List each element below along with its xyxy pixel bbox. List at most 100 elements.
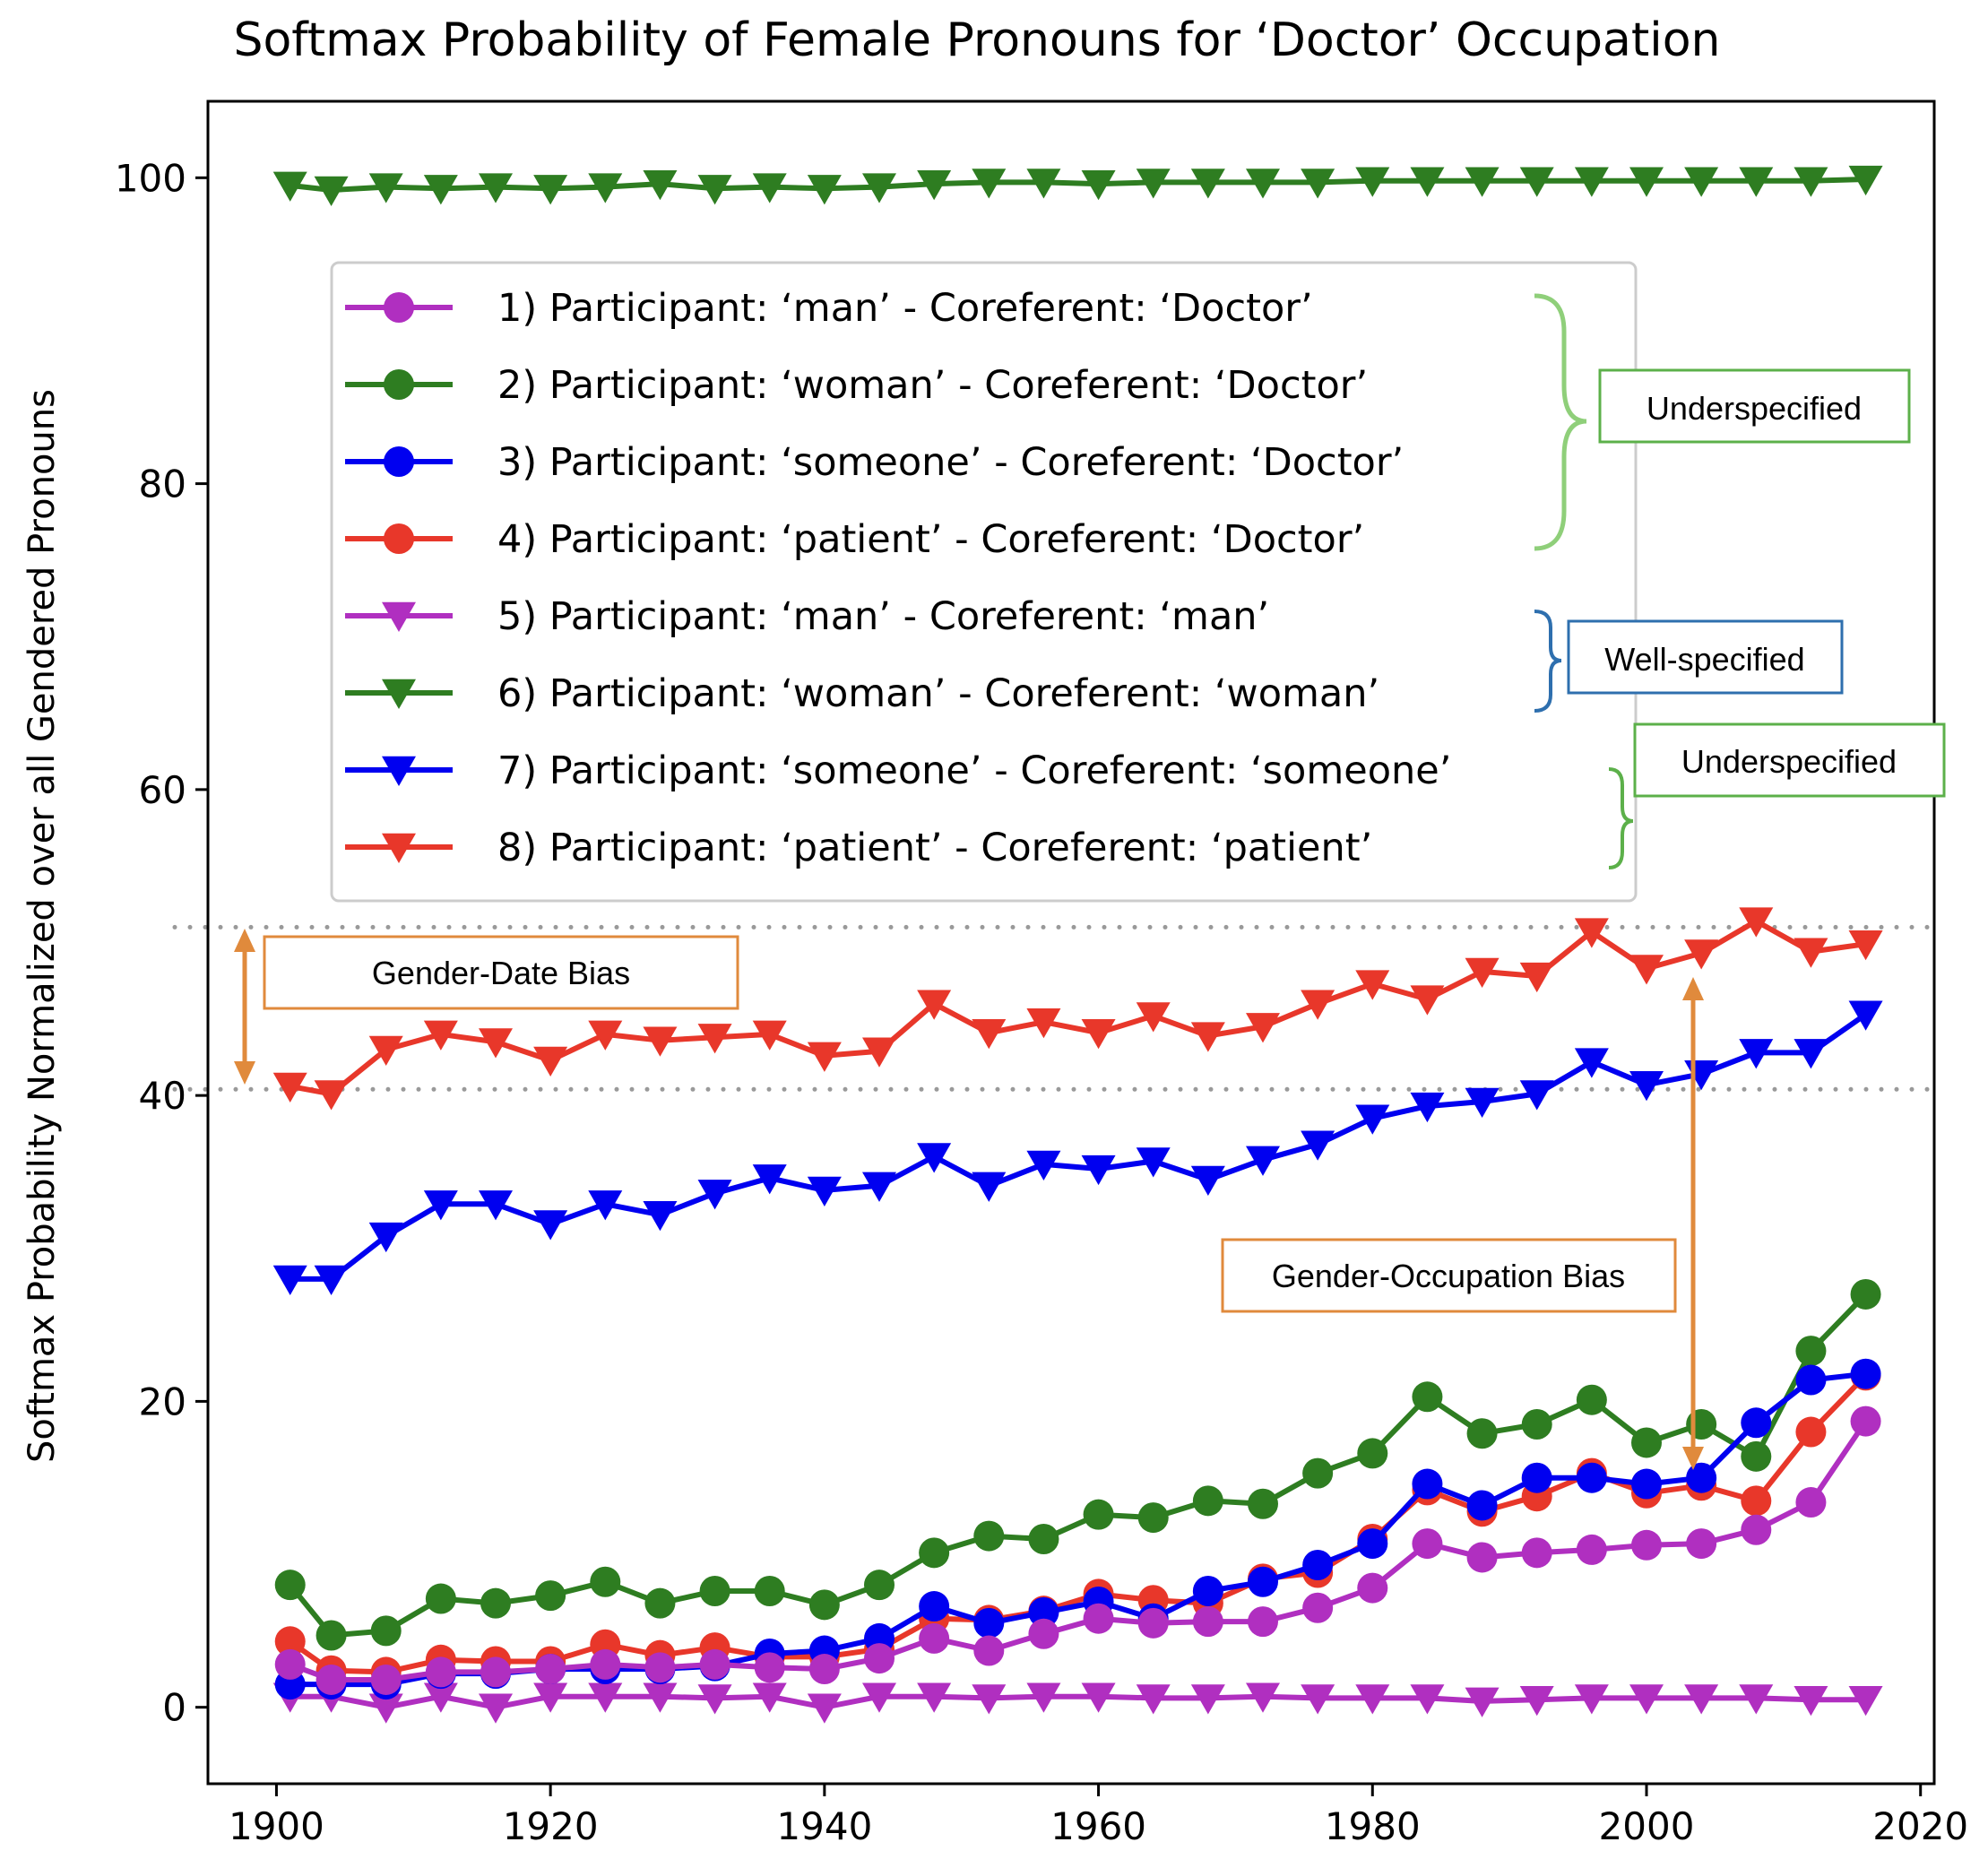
series-3-point xyxy=(1357,1528,1388,1560)
series-1-point xyxy=(1686,1528,1717,1560)
series-3 xyxy=(274,1358,1881,1700)
series-2-point xyxy=(754,1575,785,1606)
series-5-point xyxy=(1739,1684,1774,1715)
series-3-point xyxy=(1741,1407,1772,1439)
series-5-point xyxy=(807,1693,842,1724)
series-2-point xyxy=(864,1570,895,1601)
series-6-point xyxy=(643,169,678,201)
series-5-point xyxy=(972,1684,1007,1715)
series-1-point xyxy=(1850,1405,1881,1437)
series-1-point xyxy=(1248,1606,1278,1638)
series-1 xyxy=(274,1405,1881,1695)
series-3-point xyxy=(1028,1596,1059,1628)
series-8-point xyxy=(1081,1018,1116,1050)
series-2-point xyxy=(1521,1409,1552,1440)
series-2-point xyxy=(1302,1457,1334,1489)
annotations: Underspecified Well-specified Underspecifi… xyxy=(234,293,1946,1470)
series-1-point xyxy=(1357,1572,1388,1604)
series-8-point xyxy=(1739,907,1774,938)
legend-marker xyxy=(382,833,416,864)
series-8 xyxy=(272,907,1883,1111)
series-7-point xyxy=(588,1190,623,1221)
series-2-point xyxy=(1248,1488,1278,1519)
series-5-point xyxy=(1136,1684,1171,1715)
series-6-point xyxy=(314,176,349,207)
series-3-point xyxy=(1302,1549,1334,1580)
label-well-specified: Well-specified xyxy=(1604,641,1804,678)
series-7-point xyxy=(1246,1146,1280,1176)
series-7-point xyxy=(368,1222,403,1253)
arrow-head-down xyxy=(1682,1447,1704,1470)
series-7-point xyxy=(1794,1039,1828,1069)
series-7-point xyxy=(1410,1092,1445,1123)
series-2-point xyxy=(535,1580,566,1612)
series-8-point xyxy=(697,1024,732,1054)
arrow-head-down xyxy=(234,1061,255,1085)
series-6-point xyxy=(1190,169,1225,199)
series-3-point xyxy=(1192,1575,1223,1606)
series-5-point xyxy=(752,1682,787,1713)
legend-marker xyxy=(384,292,414,323)
series-1-point xyxy=(1795,1487,1827,1518)
series-7-point xyxy=(314,1265,349,1295)
series-8-point xyxy=(1355,970,1390,1000)
label-gender-occupation-bias: Gender-Occupation Bias xyxy=(1272,1258,1625,1294)
series-5-point xyxy=(697,1684,732,1715)
series-7-point xyxy=(862,1172,896,1202)
series-7-point xyxy=(1739,1039,1774,1069)
series-5-point xyxy=(1301,1684,1335,1715)
series-6-point xyxy=(1410,167,1445,197)
series-2-point xyxy=(919,1537,950,1569)
series-6-point xyxy=(1465,167,1500,197)
y-tick-label: 60 xyxy=(139,768,186,812)
series-3-line xyxy=(290,1371,1866,1688)
series-6-point xyxy=(917,169,952,201)
series-2-point xyxy=(808,1589,840,1621)
label-box-gender-date-bias xyxy=(263,935,739,1010)
brace-underspecified-top xyxy=(1534,293,1587,551)
series-2-point xyxy=(1137,1502,1169,1534)
series-6-point xyxy=(1301,169,1335,199)
series-1-point xyxy=(370,1664,402,1695)
series-3-point xyxy=(1686,1462,1717,1493)
series-5-point xyxy=(1410,1684,1445,1715)
series-2-point xyxy=(1028,1523,1059,1554)
series-2-point xyxy=(315,1620,347,1651)
series-7-point xyxy=(479,1190,513,1221)
series-5-point xyxy=(1026,1682,1061,1713)
series-5-point xyxy=(643,1682,678,1713)
x-tick-label: 1960 xyxy=(1050,1804,1146,1848)
series-8-point xyxy=(1629,955,1664,985)
series-1-point xyxy=(699,1648,730,1680)
series-7-point xyxy=(1848,1000,1883,1031)
x-tick-label: 1980 xyxy=(1325,1804,1421,1848)
series-2-point xyxy=(1795,1336,1827,1367)
y-tick-label: 100 xyxy=(115,156,186,200)
label-underspecified-bottom: Underspecified xyxy=(1681,743,1897,780)
series-7-point xyxy=(1026,1150,1061,1180)
series-8-point xyxy=(1848,930,1883,961)
series-7-point xyxy=(272,1265,307,1295)
series-1-point xyxy=(644,1652,676,1683)
x-tick-label: 1920 xyxy=(503,1804,599,1848)
label-gender-date-bias: Gender-Date Bias xyxy=(372,955,630,991)
series-6-point xyxy=(1574,167,1609,197)
series-3-point xyxy=(1466,1490,1498,1521)
legend-entry-8: 8) Participant: ‘patient’ - Coreferent: … xyxy=(345,826,1372,870)
legend-label: 1) Participant: ‘man’ - Coreferent: ‘Doc… xyxy=(497,286,1313,331)
series-1-point xyxy=(274,1648,306,1680)
legend-marker xyxy=(382,679,416,710)
series-6-point xyxy=(368,173,403,203)
series-7-point xyxy=(1519,1080,1554,1111)
legend-marker xyxy=(384,446,414,477)
series-7-point xyxy=(917,1143,952,1173)
series-5-point xyxy=(1684,1684,1719,1715)
series-5-point xyxy=(588,1682,623,1713)
series-1-point xyxy=(1083,1603,1114,1634)
series-7 xyxy=(272,1000,1883,1295)
series-5-point xyxy=(479,1693,513,1724)
series-8-point xyxy=(479,1028,513,1059)
series-7-point xyxy=(1190,1165,1225,1197)
series-8-point xyxy=(368,1035,403,1066)
legend-entry-6: 6) Participant: ‘woman’ - Coreferent: ‘w… xyxy=(345,671,1379,716)
